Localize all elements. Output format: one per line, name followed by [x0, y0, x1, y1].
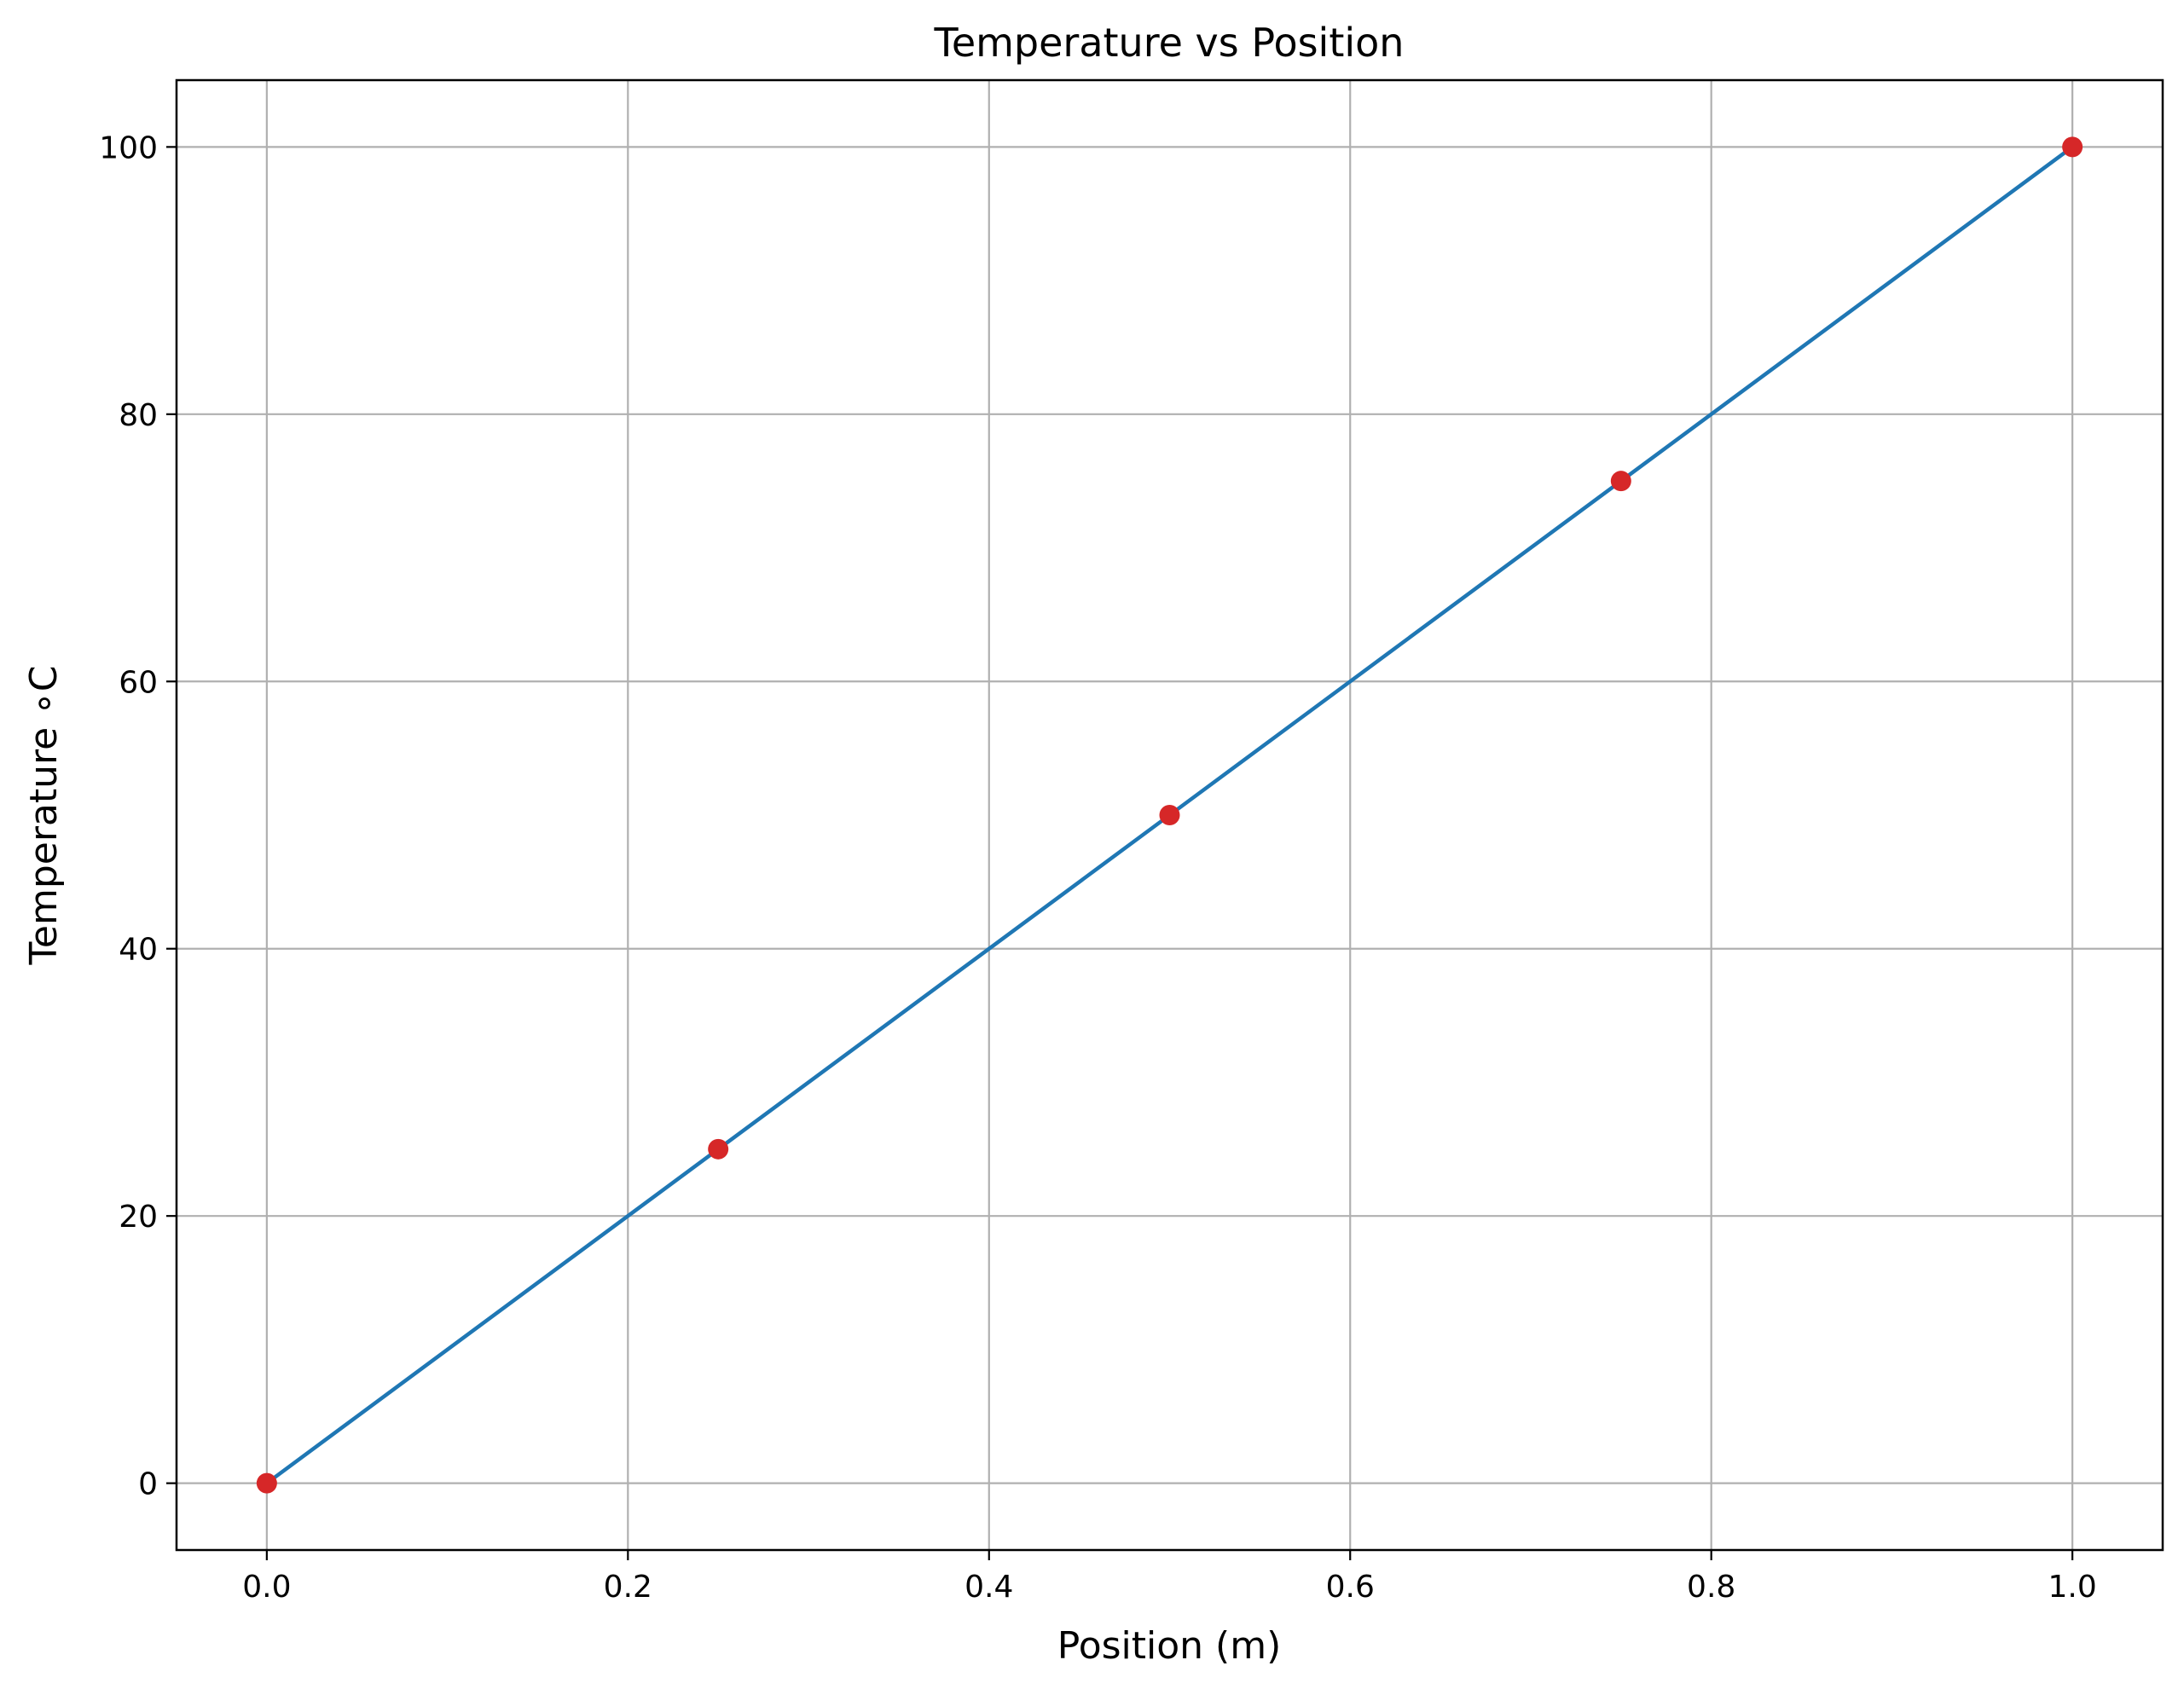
data-point — [1159, 805, 1180, 825]
x-tick-label: 0.0 — [242, 1570, 291, 1605]
y-tick-label: 0 — [138, 1467, 158, 1502]
x-tick-label: 0.8 — [1687, 1570, 1735, 1605]
ticks: 0.0 0.2 0.4 0.6 0.8 1.0 0 20 40 60 80 100 — [99, 130, 2096, 1605]
y-tick-label: 20 — [119, 1200, 158, 1235]
data-point — [2062, 136, 2083, 158]
y-tick-label: 40 — [119, 933, 158, 968]
y-axis-label: Temperature ∘C — [22, 666, 66, 966]
series-layer — [256, 136, 2083, 1494]
data-point — [256, 1472, 277, 1494]
data-point — [708, 1138, 729, 1160]
x-tick-label: 1.0 — [2048, 1570, 2097, 1605]
y-tick-label: 60 — [119, 665, 158, 700]
chart-title: Temperature vs Position — [934, 20, 1405, 66]
grid — [177, 80, 2163, 1550]
data-point — [1610, 471, 1631, 492]
y-tick-label: 100 — [99, 130, 158, 165]
x-axis-label: Position (m) — [1057, 1624, 1282, 1668]
x-tick-label: 0.6 — [1326, 1570, 1375, 1605]
x-tick-label: 0.2 — [604, 1570, 652, 1605]
plot-frame — [175, 78, 2164, 1552]
y-tick-label: 80 — [119, 398, 158, 433]
x-tick-label: 0.4 — [965, 1570, 1013, 1605]
